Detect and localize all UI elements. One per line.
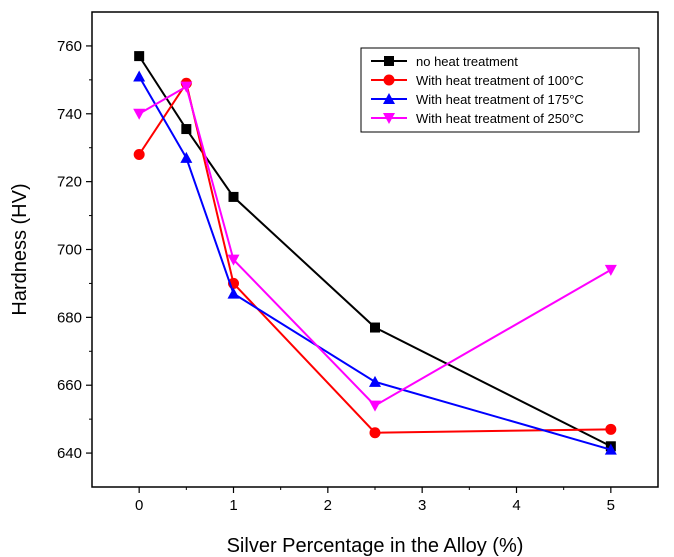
data-point [227,254,240,266]
data-point [133,149,145,160]
data-point [369,375,381,387]
x-tick-label: 4 [512,497,520,514]
x-axis-title: Silver Percentage in the Alloy (%) [227,535,524,557]
legend: no heat treatment With heat treatment of … [360,47,640,133]
series-4 [133,81,617,412]
series-3 [133,70,617,455]
x-tick-label: 0 [135,497,143,514]
data-point [369,427,381,439]
y-tick-label: 760 [57,38,82,55]
data-point [180,151,193,163]
y-tick-label: 640 [57,445,82,462]
data-point [134,51,145,62]
legend-label: no heat treatment [416,54,518,69]
y-tick-label: 660 [57,377,82,394]
legend-item: no heat treatment [371,54,518,69]
x-tick-label: 5 [607,497,615,514]
legend-item: With heat treatment of 250°C [371,111,584,126]
legend-marker [384,56,394,66]
legend-marker [383,74,395,86]
data-point [369,400,381,412]
y-axis-title: Hardness (HV) [9,183,31,315]
legend-label: With heat treatment of 100°C [416,73,584,88]
x-tick-label: 3 [418,497,426,514]
legend-marker [383,93,395,104]
y-tick-label: 680 [57,309,82,326]
series-line [138,85,612,407]
data-point [605,423,617,435]
data-point [604,264,617,276]
data-point [181,124,192,135]
y-tick-label: 740 [57,106,82,123]
data-point [180,81,193,93]
data-point [133,108,146,120]
data-point [370,322,380,333]
y-tick-label: 720 [57,174,82,191]
legend-box [360,47,640,133]
data-point [227,287,240,299]
legend-item: With heat treatment of 175°C [371,92,584,107]
legend-marker [383,113,395,124]
x-tick-label: 1 [229,497,237,514]
data-point [133,70,146,82]
y-tick-label: 700 [57,242,82,259]
legend-label: With heat treatment of 175°C [416,92,584,107]
data-point [228,191,239,202]
x-tick-label: 2 [324,497,332,514]
legend-label: With heat treatment of 250°C [416,111,584,126]
legend-item: With heat treatment of 100°C [371,73,584,88]
data-point [604,443,617,455]
